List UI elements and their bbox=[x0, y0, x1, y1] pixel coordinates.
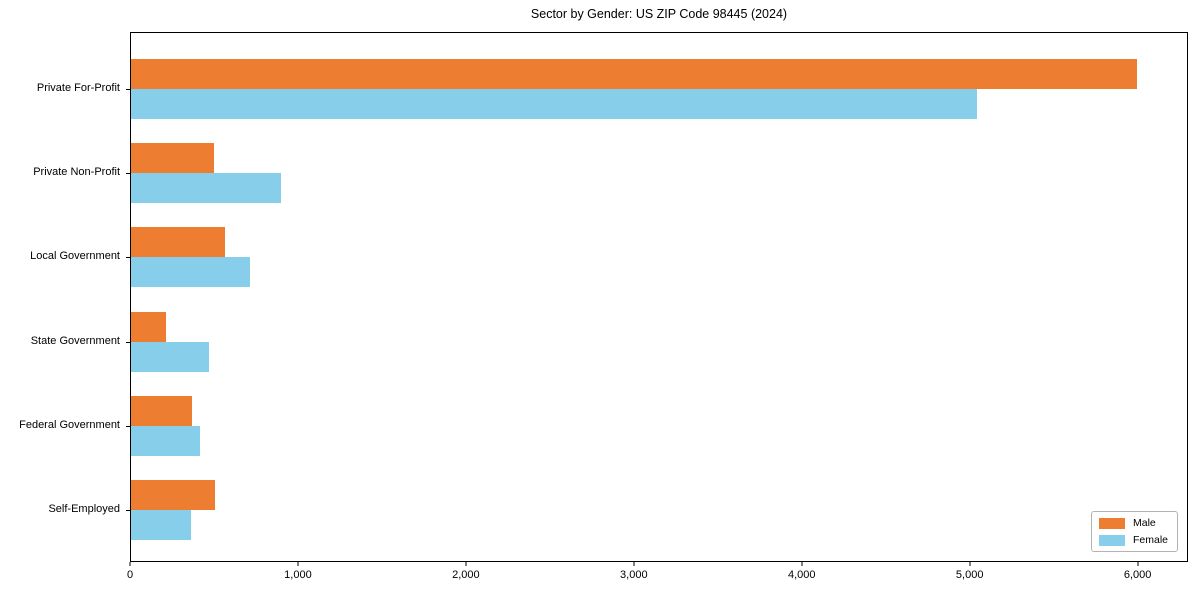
y-tick-label-federal-government: Federal Government bbox=[19, 418, 120, 431]
bar-female-state-government bbox=[131, 341, 209, 372]
bar-male-private-non-profit bbox=[131, 143, 214, 174]
x-tick-label: 2,000 bbox=[452, 569, 480, 581]
y-tick-mark bbox=[126, 89, 130, 90]
y-tick-mark bbox=[126, 341, 130, 343]
x-tick-label: 4,000 bbox=[787, 569, 816, 581]
bar-female-private-for-profit bbox=[131, 89, 978, 119]
y-tick-mark bbox=[126, 257, 130, 259]
x-tick-mark bbox=[969, 562, 971, 566]
x-tick-mark bbox=[1137, 562, 1139, 566]
x-tick-label: 3,000 bbox=[620, 569, 648, 581]
legend-swatch-female bbox=[1098, 534, 1125, 546]
x-tick-mark bbox=[129, 562, 131, 566]
x-tick-label: 0 bbox=[126, 569, 134, 581]
x-tick-label: 1,000 bbox=[284, 569, 312, 581]
bar-male-local-government bbox=[131, 227, 225, 258]
y-tick-label-state-government: State Government bbox=[30, 334, 120, 347]
y-tick-label-local-government: Local Government bbox=[30, 250, 120, 263]
x-tick-mark bbox=[633, 562, 635, 566]
legend: Male Female bbox=[1090, 511, 1178, 552]
x-tick-label: 6,000 bbox=[1123, 569, 1152, 581]
legend-label-male: Male bbox=[1132, 517, 1156, 529]
bar-male-self-employed bbox=[131, 480, 215, 510]
bar-female-private-non-profit bbox=[131, 173, 282, 204]
legend-entry-male: Male bbox=[1098, 517, 1168, 529]
x-tick-mark bbox=[465, 562, 467, 566]
y-tick-mark bbox=[126, 510, 130, 511]
y-tick-mark bbox=[126, 173, 130, 175]
x-tick-mark bbox=[801, 562, 803, 566]
legend-label-female: Female bbox=[1132, 534, 1168, 546]
x-tick-mark bbox=[297, 562, 299, 566]
y-tick-mark bbox=[126, 425, 130, 427]
bar-male-private-for-profit bbox=[131, 59, 1137, 89]
y-tick-label-private-non-profit: Private Non-Profit bbox=[33, 166, 120, 179]
bar-female-self-employed bbox=[131, 510, 191, 540]
y-tick-label-private-for-profit: Private For-Profit bbox=[36, 82, 120, 94]
chart-title: Sector by Gender: US ZIP Code 98445 (202… bbox=[530, 7, 788, 21]
legend-entry-female: Female bbox=[1098, 534, 1168, 546]
plot-area: Male Female bbox=[126, 32, 1188, 562]
bar-female-federal-government bbox=[131, 425, 200, 456]
x-axis: 0 1,000 2,000 3,000 4,000 5,000 6,000 bbox=[126, 562, 1188, 592]
bar-female-local-government bbox=[131, 257, 250, 288]
legend-swatch-male bbox=[1098, 517, 1125, 529]
bar-male-state-government bbox=[131, 311, 167, 342]
x-tick-label: 5,000 bbox=[955, 569, 984, 581]
y-tick-label-self-employed: Self-Employed bbox=[48, 503, 120, 515]
bar-male-federal-government bbox=[131, 395, 193, 426]
